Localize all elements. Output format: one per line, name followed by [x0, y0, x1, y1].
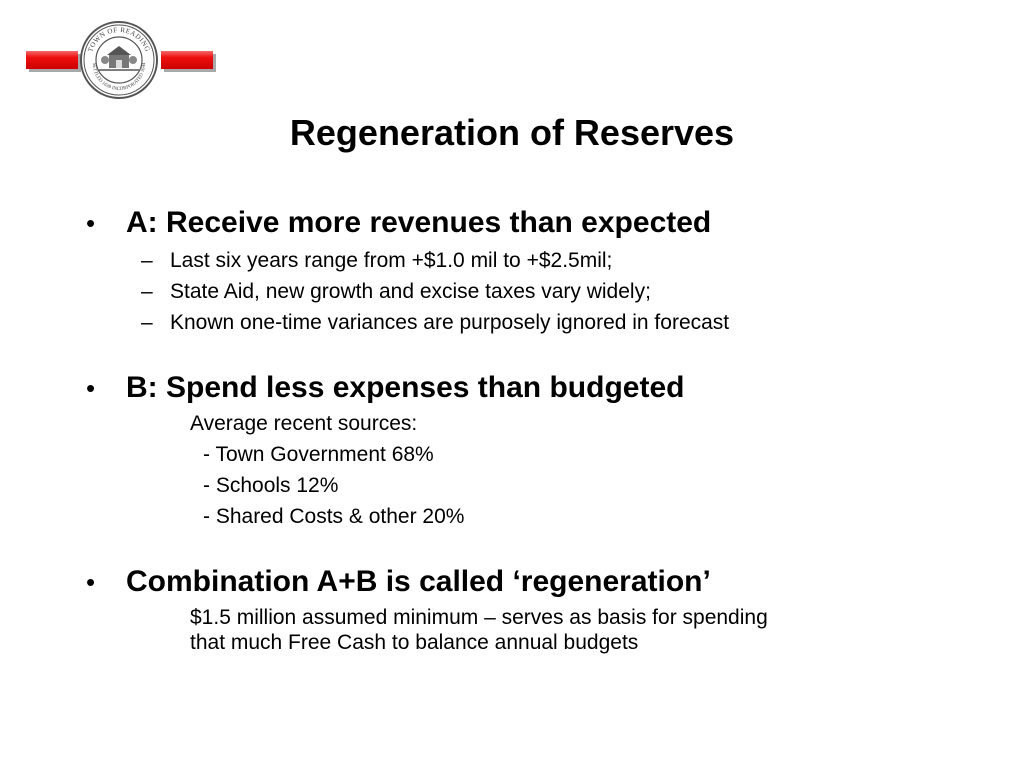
sub-item-text: Last six years range from +$1.0 mil to +…: [170, 249, 613, 272]
slide-title: Regeneration of Reserves: [289, 112, 735, 153]
bullet-heading-b: • B: Spend less expenses than budgeted: [86, 370, 684, 406]
dash-mark: –: [141, 311, 153, 334]
header-bar-right: [161, 51, 213, 69]
source-item-shared-costs: - Shared Costs & other 20%: [203, 505, 465, 528]
heading-combination-text: Combination A+B is called ‘regeneration’: [126, 565, 711, 598]
town-seal-logo: TOWN OF READING SETTLED 1639 INCORPORATE…: [80, 21, 158, 99]
dash-mark: –: [141, 280, 153, 303]
dash-mark: –: [141, 249, 153, 272]
regeneration-line-2: that much Free Cash to balance annual bu…: [190, 631, 639, 654]
heading-b-text: B: Spend less expenses than budgeted: [126, 371, 685, 404]
sub-item-text: State Aid, new growth and excise taxes v…: [170, 280, 651, 303]
bullet-dot: •: [86, 567, 96, 597]
source-item-schools: - Schools 12%: [203, 474, 339, 497]
sub-item-a1: – Last six years range from +$1.0 mil to …: [141, 248, 612, 274]
bullet-heading-combination: • Combination A+B is called ‘regeneration…: [86, 564, 711, 600]
regeneration-line-1: $1.5 million assumed minimum – serves as…: [190, 606, 768, 629]
sub-item-text: Known one-time variances are purposely i…: [170, 311, 730, 334]
header-bar-left: [26, 51, 78, 69]
sub-item-a3: – Known one-time variances are purposely …: [141, 310, 729, 336]
heading-a-text: A: Receive more revenues than expected: [126, 206, 712, 239]
sources-intro: Average recent sources:: [190, 412, 418, 435]
sub-item-a2: – State Aid, new growth and excise taxes …: [141, 279, 651, 305]
bullet-heading-a: • A: Receive more revenues than expected: [86, 205, 711, 241]
bullet-dot: •: [86, 373, 96, 403]
source-item-town-government: - Town Government 68%: [203, 443, 434, 466]
bullet-dot: •: [86, 208, 96, 238]
